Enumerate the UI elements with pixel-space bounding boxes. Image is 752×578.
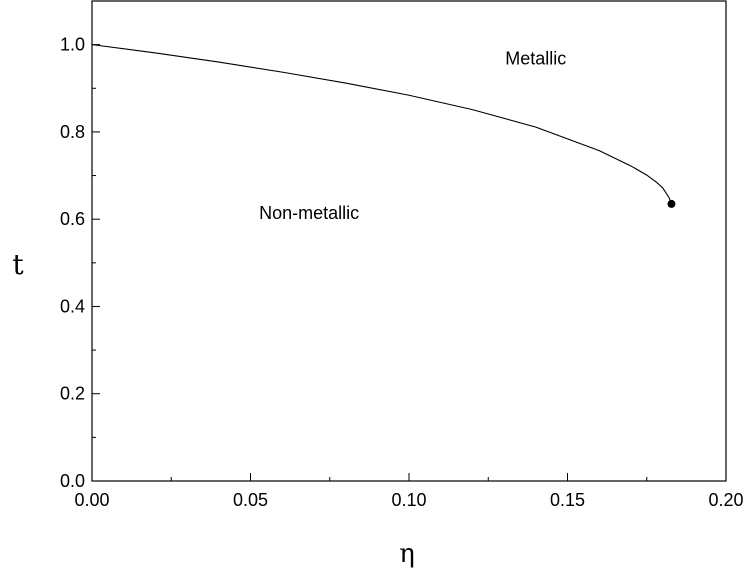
region-annotation: Metallic (505, 48, 566, 68)
y-tick-label: 1.0 (60, 35, 85, 55)
x-tick-label: 0.05 (233, 490, 268, 510)
x-tick-label: 0.00 (74, 490, 109, 510)
phase-boundary-line (91, 44, 672, 205)
y-tick-label: 0.2 (60, 384, 85, 404)
x-axis-label: η (399, 539, 415, 569)
axis-tick-labels: 0.00 0.05 0.10 0.15 0.20 0.0 0.2 0.4 0.6 0.8 1.0 (60, 35, 744, 510)
y-tick-label: 0.8 (60, 122, 85, 142)
x-tick-label: 0.10 (391, 490, 426, 510)
x-tick-label: 0.20 (708, 490, 743, 510)
y-tick-label: 0.4 (60, 296, 85, 316)
y-axis-label: t (12, 248, 24, 281)
region-annotation: Non-metallic (259, 203, 359, 223)
plot-frame (91, 0, 727, 482)
y-tick-label: 0.6 (60, 209, 85, 229)
x-tick-label: 0.15 (550, 490, 585, 510)
critical-point-marker (667, 199, 676, 208)
region-labels: Metallic Non-metallic (259, 48, 566, 223)
axis-ticks (91, 0, 727, 482)
y-tick-label: 0.0 (60, 471, 85, 491)
